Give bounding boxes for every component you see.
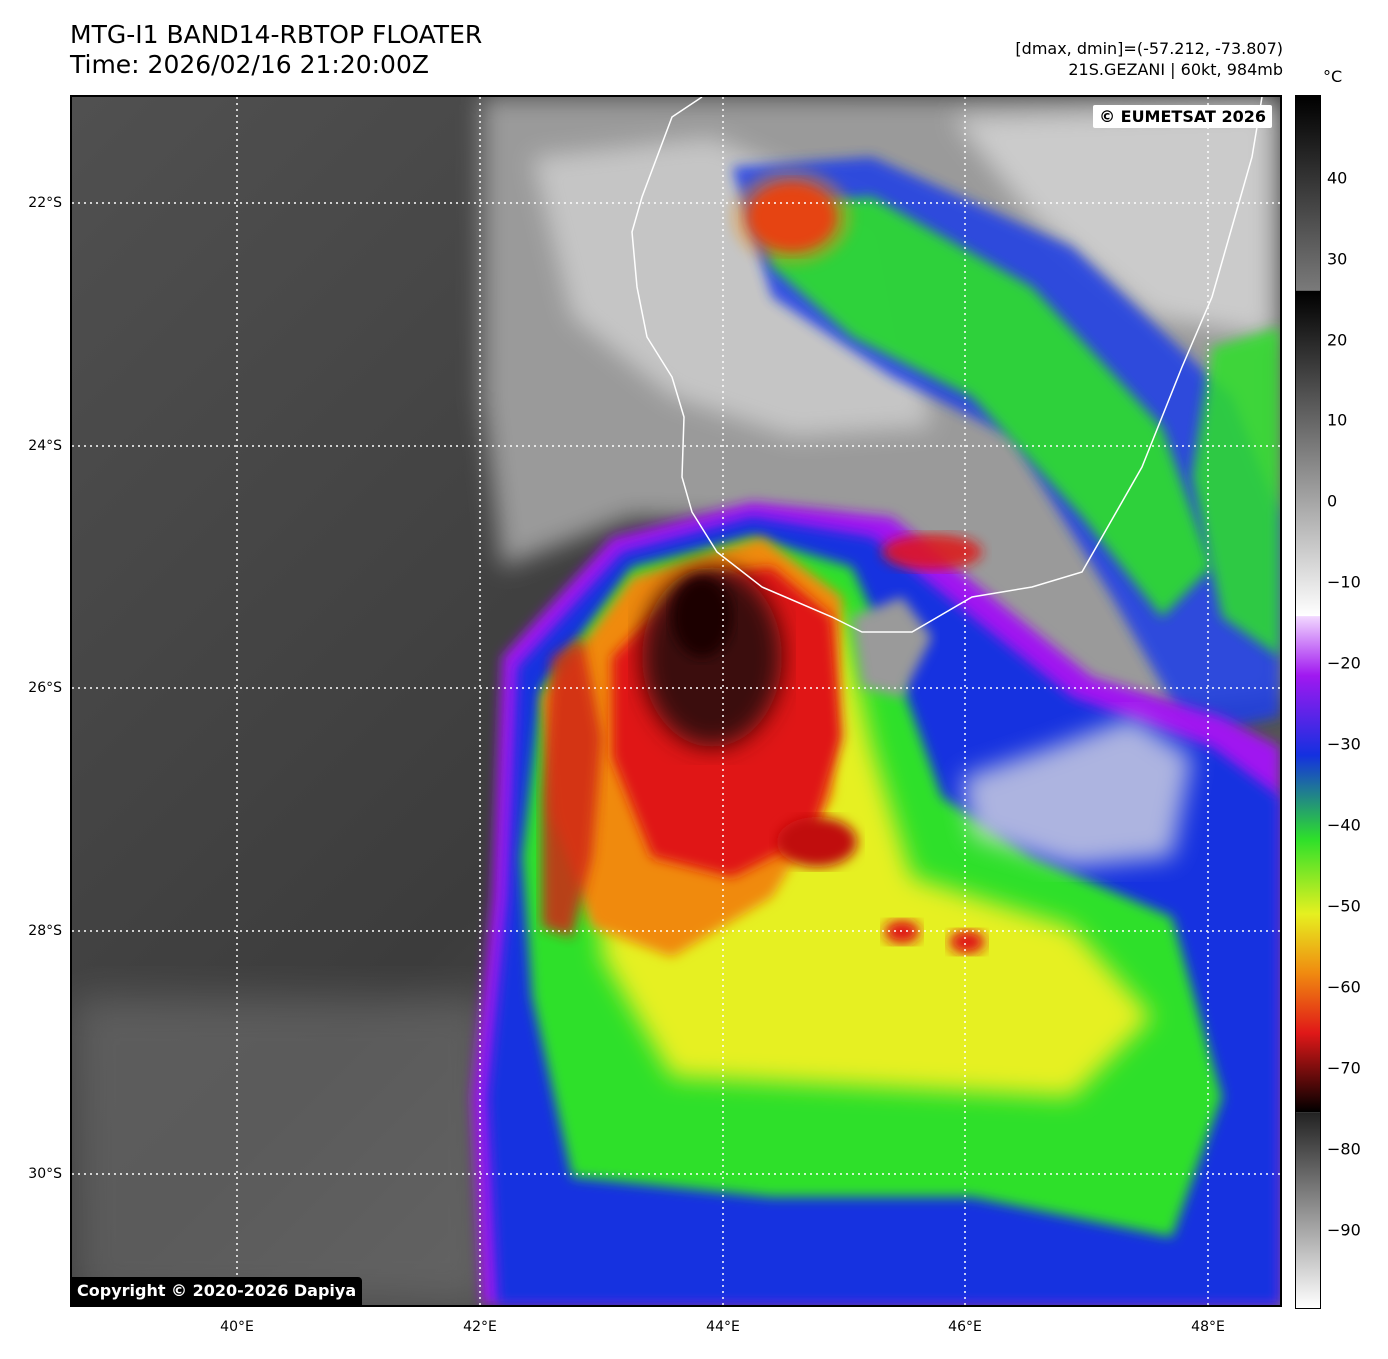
lon-label-42e: 42°E — [463, 1319, 497, 1335]
lat-label-28s: 28°S — [28, 923, 62, 939]
storm-info: 21S.GEZANI | 60kt, 984mb — [1068, 60, 1283, 79]
map-image — [72, 97, 1280, 1305]
southeast-hot-tower — [777, 817, 857, 867]
west-red-feeder-band — [542, 637, 602, 937]
map-frame: © EUMETSAT 2026 Copyright © 2020-2026 Da… — [70, 95, 1282, 1307]
lat-label-22s: 22°S — [28, 195, 62, 211]
cb-tick-20: 20 — [1327, 330, 1348, 350]
cb-tick-30: 30 — [1327, 249, 1348, 269]
east-green-band — [1192, 327, 1280, 657]
white-cloud-northeast — [952, 107, 1272, 337]
north-rainband-green — [762, 197, 1212, 617]
east-white-cloud-patches — [962, 717, 1192, 867]
dmax-dmin-readout: [dmax, dmin]=(-57.212, -73.807) — [1015, 39, 1283, 58]
info-block: [dmax, dmin]=(-57.212, -73.807) 21S.GEZA… — [1015, 38, 1283, 80]
lon-label-48e: 48°E — [1191, 1319, 1225, 1335]
colorbar-unit: °C — [1323, 67, 1343, 86]
cell-28s-east2 — [949, 930, 985, 954]
cb-tick-m20: −20 — [1327, 653, 1361, 673]
lat-label-30s: 30°S — [28, 1166, 62, 1182]
colorbar — [1295, 95, 1321, 1309]
eumetsat-credit: © EUMETSAT 2026 — [1093, 105, 1272, 128]
cell-28s-east — [884, 920, 920, 944]
colorbar-cold-grey — [1296, 1112, 1320, 1308]
product-title: MTG-I1 BAND14-RBTOP FLOATER — [70, 20, 483, 49]
storm-coldest-inner — [672, 577, 732, 657]
coastline — [631, 97, 1263, 633]
lower-west-haze — [72, 997, 492, 1305]
cb-tick-m70: −70 — [1327, 1058, 1361, 1078]
lon-label-44e: 44°E — [706, 1319, 740, 1335]
title-block: MTG-I1 BAND14-RBTOP FLOATER Time: 2026/0… — [70, 20, 482, 80]
timestamp: Time: 2026/02/16 21:20:00Z — [70, 50, 429, 79]
eastern-band-cell — [882, 534, 982, 570]
colorbar-mid-grey — [1296, 290, 1320, 617]
copyright-badge: Copyright © 2020-2026 Dapiya — [72, 1277, 363, 1305]
cb-tick-m60: −60 — [1327, 977, 1361, 997]
colorbar-enhanced — [1296, 616, 1320, 1113]
lat-label-24s: 24°S — [28, 438, 62, 454]
lat-label-26s: 26°S — [28, 680, 62, 696]
lon-label-46e: 46°E — [948, 1319, 982, 1335]
clear-slot-grey — [852, 597, 932, 697]
cb-tick-10: 10 — [1327, 410, 1348, 430]
cb-tick-40: 40 — [1327, 168, 1348, 188]
cb-tick-m40: −40 — [1327, 815, 1361, 835]
cb-tick-m80: −80 — [1327, 1139, 1361, 1159]
cb-tick-m10: −10 — [1327, 572, 1361, 592]
north-convective-cell-orange — [732, 169, 852, 265]
colorbar-warm-grey — [1296, 96, 1320, 291]
cb-tick-m30: −30 — [1327, 734, 1361, 754]
cb-tick-m90: −90 — [1327, 1220, 1361, 1240]
cb-tick-m50: −50 — [1327, 896, 1361, 916]
lon-label-40e: 40°E — [220, 1319, 254, 1335]
cb-tick-0: 0 — [1327, 491, 1338, 511]
